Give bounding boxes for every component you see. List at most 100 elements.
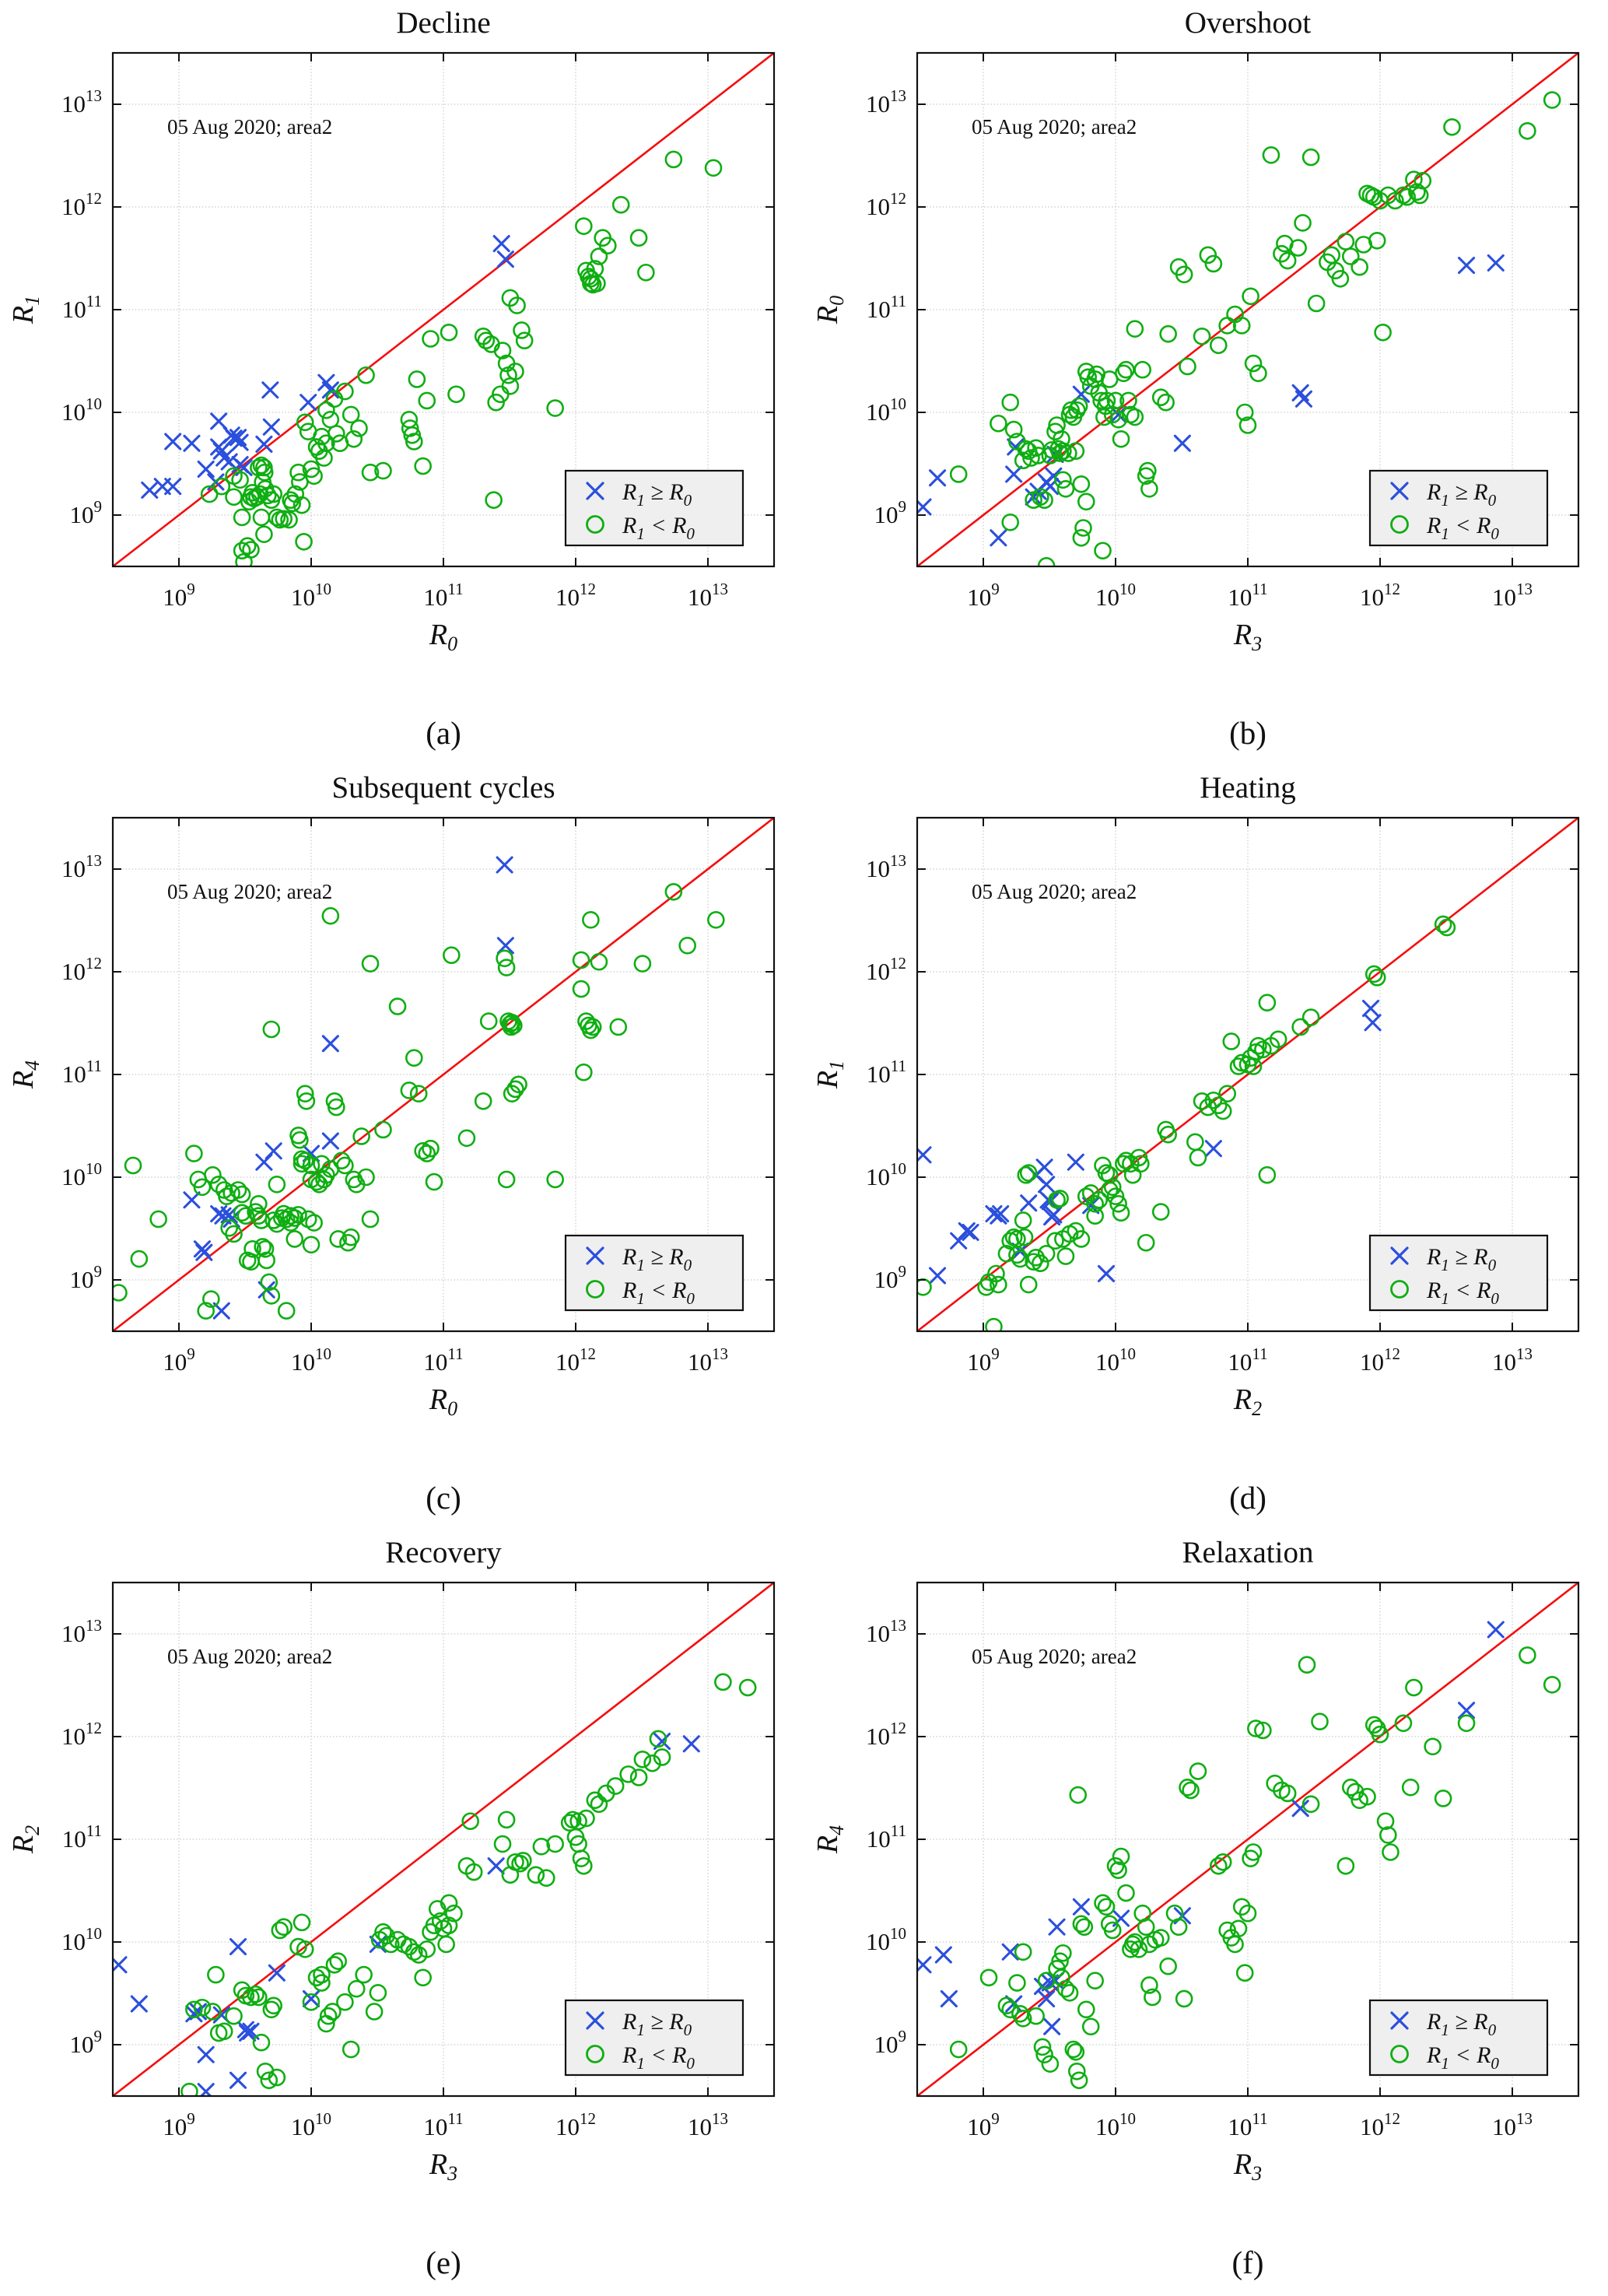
scatter-point-circle [1103,1921,1122,1940]
legend-label: R1 ≥ R0 [1426,2009,1497,2039]
scatter-point-circle [678,937,696,955]
scatter-point-circle [296,413,314,432]
y-tick-label: 109 [874,1262,907,1293]
y-tick-label: 1013 [61,1616,102,1647]
scatter-point-circle [493,342,512,359]
scatter-point-circle [1137,1233,1155,1252]
scatter-point-x [229,1937,247,1956]
scatter-point-circle [233,508,251,527]
scatter-point-circle [204,1166,222,1184]
scatter-point-circle [1175,265,1193,284]
scatter-point-circle [342,1228,360,1246]
scatter-point-circle [1405,170,1423,189]
scatter-point-circle [225,2007,243,2025]
scatter-point-circle [293,1913,311,1932]
scatter-point-circle [649,1730,667,1748]
scatter-point-circle [268,2068,286,2087]
scatter-point-circle [268,508,286,527]
scatter-point-circle [212,477,231,496]
identity-line [113,818,774,1331]
scatter-point-x [231,433,249,451]
scatter-point-circle [1041,2055,1060,2073]
scatter-point-circle [242,1988,260,2007]
scatter-point-x [1361,1000,1380,1018]
scatter-point-circle [1182,1781,1200,1800]
scatter-point-circle [1019,1275,1038,1294]
scatter-point-circle [277,1210,296,1229]
x-tick-label: 1010 [291,2109,331,2140]
scatter-point-circle [329,1230,348,1248]
x-tick-label: 1010 [291,580,331,611]
scatter-point-circle [497,959,516,976]
scatter-point-circle [1067,442,1085,461]
scatter-point-circle [1035,2045,1053,2064]
scatter-point-x [113,1956,128,1974]
scatter-point-circle [204,2003,222,2021]
y-tick-label: 1010 [61,394,102,426]
y-tick-label: 1011 [62,1821,102,1853]
x-tick-label: 1012 [1360,580,1400,611]
y-tick-label: 1011 [867,1057,906,1088]
y-tick-label: 1012 [61,954,102,985]
subplot-letter: (a) [426,715,461,751]
y-tick-label: 1012 [61,1719,102,1750]
scatter-point-circle [575,217,593,235]
scatter-point-circle [1249,364,1267,383]
scatter-point-circle [501,377,520,395]
scatter-point-circle [342,2040,360,2059]
scatter-point-x [164,478,182,496]
y-tick-label: 109 [874,497,907,528]
scatter-point-circle [296,1085,314,1102]
scatter-point-circle [1103,1178,1122,1197]
scatter-point-circle [422,330,440,348]
scatter-point-circle [1307,294,1326,313]
scatter-point-x [321,1132,339,1150]
scatter-point-circle [247,1985,264,2003]
plot-title: Decline [396,6,490,40]
scatter-point-circle [113,1284,128,1302]
scatter-point-circle [1109,411,1127,429]
scatter-point-circle [130,1250,149,1268]
scatter-point-circle [185,2000,203,2019]
scatter-point-x [197,2045,215,2063]
scatter-point-circle [505,1016,523,1035]
plot-title: Overshoot [1185,6,1312,40]
scatter-point-circle [1398,188,1417,206]
scatter-point-circle [1037,1245,1056,1263]
scatter-point-circle [588,275,606,293]
scatter-point-circle [252,508,271,527]
scatter-point-circle [302,1156,321,1175]
scatter-point-circle [1238,416,1257,434]
scatter-point-circle [1067,2043,1085,2061]
x-tick-label: 1013 [688,2109,728,2140]
scatter-point-circle [1014,1211,1032,1229]
scatter-point-circle [1008,1974,1026,1992]
scatter-point-circle [297,1092,316,1110]
scatter-point-circle [1072,528,1091,547]
scatter-point-circle [560,1814,579,1832]
scatter-point-circle [369,1984,387,2002]
scatter-point-circle [328,1098,345,1116]
scatter-point-circle [1001,393,1020,412]
scatter-point-circle [714,1673,732,1691]
scatter-point-circle [1238,1904,1257,1923]
scatter-point-circle [1235,403,1254,422]
scatter-point-circle [233,1204,251,1222]
scatter-point-circle [271,1921,289,1940]
scatter-point-circle [1064,2040,1083,2059]
scatter-point-circle [1232,317,1251,335]
scatter-point-circle [1189,1762,1207,1780]
scatter-point-circle [440,1916,458,1934]
legend-label: R1 ≥ R0 [1426,1244,1497,1274]
scatter-point-circle [487,393,505,412]
scatter-point-circle [409,1085,428,1102]
scatter-point-circle [497,1811,516,1829]
scatter-point-circle [572,1849,590,1867]
scatter-point-x [1045,467,1063,485]
scatter-point-x [1457,257,1476,275]
scatter-point-circle [425,1173,443,1191]
scatter-point-x [487,1857,505,1875]
scatter-point-circle [506,363,524,380]
